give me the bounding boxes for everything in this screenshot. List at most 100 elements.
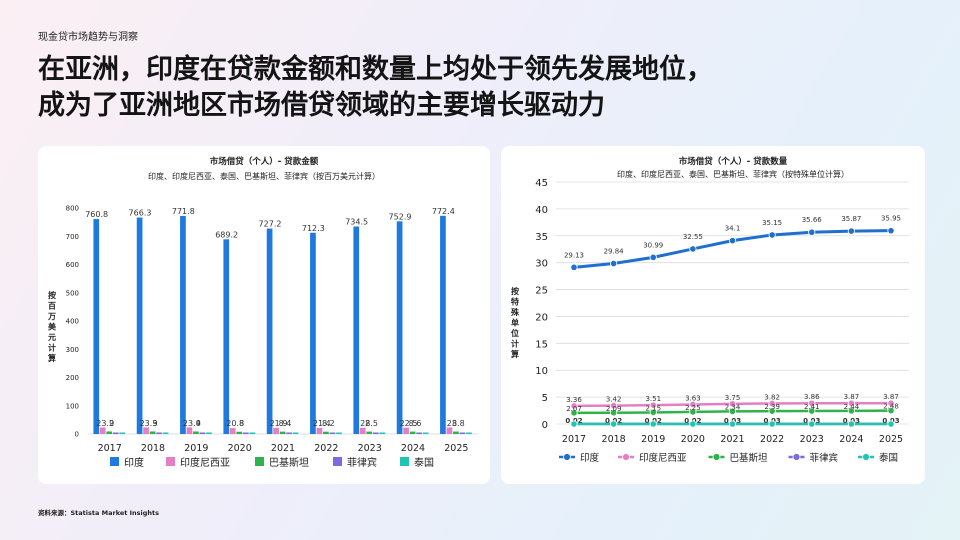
- bar: [206, 432, 212, 434]
- bar: [136, 217, 143, 434]
- y-tick-label: 35: [535, 232, 548, 243]
- legend-label: 印度尼西亚: [639, 452, 687, 464]
- x-tick-label: 2024: [839, 434, 863, 445]
- data-label: 2.07: [566, 405, 582, 413]
- data-label: 2.34: [725, 403, 741, 411]
- legend-marker: [563, 453, 571, 461]
- y-tick-label: 700: [66, 233, 79, 241]
- amount-chart-card: 市场借贷（个人）- 贷款金额 印度、印度尼西亚、泰国、巴基斯坦、菲律宾（按百万美元…: [38, 146, 490, 484]
- x-tick-label: 2023: [358, 443, 382, 454]
- data-point: [847, 420, 855, 428]
- y-axis-label-char: 百: [48, 302, 56, 311]
- y-axis-label-char: 计: [48, 343, 56, 353]
- headline-line-2: 成为了亚洲地区市场借贷领域的主要增长驱动力: [38, 90, 605, 121]
- data-point: [808, 228, 816, 236]
- legend-swatch: [333, 457, 342, 466]
- bar: [156, 432, 162, 434]
- y-tick-label: 30: [535, 259, 548, 270]
- y-tick-label: 15: [535, 339, 548, 350]
- bar: [286, 432, 292, 434]
- legend-marker: [792, 453, 801, 461]
- legend-label: 巴基斯坦: [269, 456, 309, 469]
- bar: [223, 239, 230, 434]
- data-point: [728, 420, 737, 428]
- y-axis-label-char: 特: [511, 297, 519, 307]
- bar: [446, 427, 453, 434]
- bar: [396, 221, 403, 434]
- y-tick-label: 10: [535, 366, 548, 377]
- data-label: 23.3: [140, 419, 158, 428]
- eyebrow-label: 现金贷市场趋势与洞察: [38, 32, 138, 43]
- x-tick-label: 2018: [602, 434, 626, 445]
- bar: [466, 432, 472, 434]
- y-axis-label-char: 单: [511, 318, 519, 328]
- x-tick-label: 2020: [681, 434, 705, 445]
- bar: [310, 232, 316, 434]
- data-label: 689.2: [215, 230, 238, 239]
- data-label: 3.42: [606, 396, 622, 404]
- data-label: 35.66: [802, 216, 823, 224]
- legend-marker: [622, 453, 630, 461]
- data-point: [847, 227, 855, 235]
- bar: [372, 432, 379, 434]
- legend-label: 菲律宾: [347, 456, 377, 469]
- y-axis-label-char: 按: [48, 290, 56, 300]
- data-label: 9: [152, 419, 157, 428]
- data-label: 35.95: [881, 215, 901, 223]
- x-tick-label: 2022: [314, 443, 338, 454]
- data-point: [887, 420, 895, 428]
- data-point: [649, 420, 657, 428]
- legend-label: 印度: [124, 456, 144, 469]
- data-label: 8.5: [365, 419, 378, 428]
- data-label: 32.55: [683, 233, 703, 241]
- bar: [199, 432, 206, 434]
- bar: [316, 427, 323, 434]
- y-axis-label-char: 万: [47, 312, 56, 321]
- bar: [186, 427, 193, 434]
- data-label: 3.63: [685, 394, 701, 402]
- amount-bar-chart: 市场借贷（个人）- 贷款金额印度、印度尼西亚、泰国、巴基斯坦、菲律宾（按百万美元…: [47, 156, 478, 469]
- data-point: [689, 400, 697, 409]
- data-point: [768, 407, 776, 415]
- y-tick-label: 800: [66, 205, 79, 213]
- source-note: 资料来源：Statista Market Insights: [38, 509, 160, 517]
- data-label: 8.4: [279, 419, 292, 428]
- bar: [379, 432, 386, 434]
- data-point: [887, 399, 895, 407]
- data-label: 2.48: [883, 403, 899, 411]
- data-label: 2.44: [844, 403, 860, 411]
- legend-label: 印度尼西亚: [180, 456, 230, 469]
- data-label: 772.4: [432, 207, 455, 216]
- x-tick-label: 2025: [879, 434, 903, 445]
- y-tick-label: 5: [542, 393, 548, 404]
- legend-label: 巴基斯坦: [730, 452, 769, 464]
- data-label: 3.75: [725, 394, 741, 402]
- data-point: [610, 259, 618, 268]
- bar: [329, 432, 336, 434]
- bar: [273, 427, 279, 434]
- x-tick-label: 2023: [800, 434, 824, 445]
- legend-label: 菲律宾: [810, 452, 839, 464]
- bar: [249, 432, 256, 434]
- y-axis-label-char: 计: [511, 339, 519, 349]
- data-point: [570, 263, 578, 271]
- data-label: 760.8: [85, 210, 108, 219]
- data-label: 9: [109, 419, 114, 428]
- data-point: [768, 399, 776, 408]
- y-tick-label: 600: [66, 261, 79, 269]
- data-point: [649, 401, 657, 409]
- legend-swatch: [110, 457, 119, 466]
- x-tick-label: 2017: [98, 443, 122, 454]
- y-axis-label-char: 算: [511, 349, 519, 359]
- data-label: 34.1: [725, 225, 741, 233]
- data-point: [610, 402, 618, 410]
- data-label: 2.39: [764, 403, 780, 411]
- y-tick-label: 500: [66, 289, 79, 297]
- data-label: 8.6: [409, 419, 422, 428]
- y-tick-label: 20: [535, 312, 548, 323]
- data-point: [887, 227, 895, 235]
- legend-label: 泰国: [879, 452, 898, 464]
- data-label: 21.4: [313, 419, 331, 428]
- y-tick-label: 0: [542, 420, 548, 431]
- x-tick-label: 2017: [562, 434, 586, 445]
